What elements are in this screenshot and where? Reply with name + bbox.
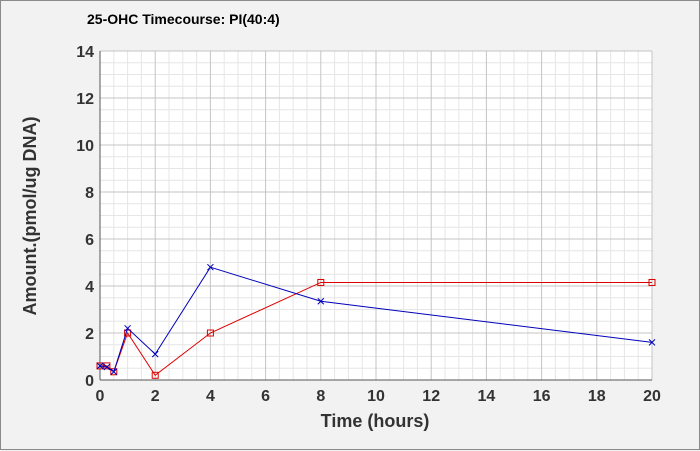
x-axis-label: Time (hours) [321,411,430,431]
y-tick-label: 2 [85,326,94,343]
x-tick-label: 14 [478,388,496,405]
marker-stroke [96,362,104,370]
x-tick-label: 18 [588,388,606,405]
series-line [100,281,652,377]
chart-title: 25-OHC Timecourse: PI(40:4) [87,11,280,27]
marker-stroke [124,324,131,332]
marker-stroke [151,350,159,358]
data-point [317,278,325,286]
y-tick-label: 0 [85,373,94,390]
series-1 [96,278,656,379]
data-point [206,329,214,337]
x-tick-label: 6 [261,388,270,405]
marker-stroke [317,297,325,305]
data-point [207,263,214,271]
data-point [110,368,118,376]
y-tick-label: 10 [76,138,94,155]
marker-stroke [207,263,214,271]
y-tick-labels: 0 2 4 6 8 10 12 14 [76,44,94,390]
x-tick-label: 16 [533,388,551,405]
x-tick-label: 20 [643,388,661,405]
axes [99,51,652,381]
data-point [151,371,159,379]
data-point [124,329,132,337]
plot-area [96,50,656,381]
x-tick-label: 10 [367,388,385,405]
data-point [317,297,325,305]
x-tick-label: 0 [96,388,105,405]
data-point [103,363,111,371]
marker-stroke [648,339,656,346]
series-2 [96,263,656,376]
x-tick-labels: 0 2 4 6 8 10 12 14 16 18 20 [96,388,661,405]
major-gridlines [99,50,653,381]
data-point [124,324,131,332]
y-tick-label: 14 [76,44,94,61]
marker-stroke [110,368,118,376]
x-tick-label: 4 [206,388,215,405]
marker-stroke [103,363,111,371]
y-tick-label: 4 [85,279,94,296]
data-point [96,362,104,370]
y-tick-label: 12 [76,91,94,108]
data-point [648,278,656,286]
x-tick-label: 12 [422,388,440,405]
data-point [151,350,159,358]
data-point [648,339,656,346]
y-axis-label: Amount.(pmol/ug DNA) [20,117,40,316]
y-tick-label: 8 [85,185,94,202]
x-tick-label: 8 [316,388,325,405]
data-point [96,362,104,370]
y-tick-label: 6 [85,232,94,249]
series-layer [96,263,656,379]
data-point [110,368,118,376]
x-tick-label: 2 [151,388,160,405]
data-point [103,362,111,370]
